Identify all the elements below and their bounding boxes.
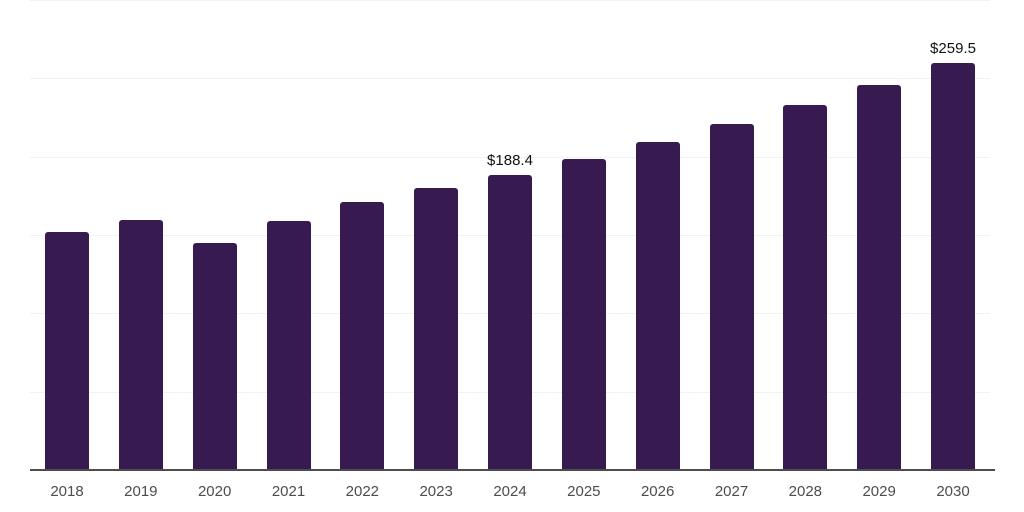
bar-2025 [561,158,606,470]
bar-2022 [340,201,385,470]
x-tick-label-2028: 2028 [788,483,823,500]
x-tick-label-2021: 2021 [271,483,306,500]
bar-2019 [118,220,163,470]
x-axis-line [30,469,995,471]
x-tick-label-2020: 2020 [197,483,232,500]
data-label-2024: $188.4 [487,151,533,169]
bar-2026 [635,141,680,470]
x-tick-label-2019: 2019 [124,483,158,500]
gridline-200 [30,156,990,158]
x-tick-label-2025: 2025 [567,483,601,500]
bar-2021 [266,221,311,470]
bar-2020 [192,243,237,470]
gridline-250 [30,78,990,80]
x-tick-label-2024: 2024 [493,483,527,500]
bar-2027 [709,123,754,470]
bar-2018 [45,232,89,470]
bar-2028 [783,104,828,470]
x-tick-label-2030: 2030 [936,483,970,500]
data-label-2030: $259.5 [930,40,976,58]
bar-2029 [857,84,902,470]
bar-2024 [488,174,532,470]
bar-2023 [414,188,459,470]
gridline-300 [30,0,990,1]
plot-area: $188.4 $259.5 [30,0,990,470]
bar-2030 [931,63,975,470]
x-tick-label-2029: 2029 [862,483,896,500]
x-tick-label-2022: 2022 [345,483,380,500]
x-tick-label-2026: 2026 [640,483,675,500]
x-tick-label-2027: 2027 [714,483,749,500]
x-tick-label-2023: 2023 [419,483,453,500]
x-tick-label-2018: 2018 [50,483,84,500]
